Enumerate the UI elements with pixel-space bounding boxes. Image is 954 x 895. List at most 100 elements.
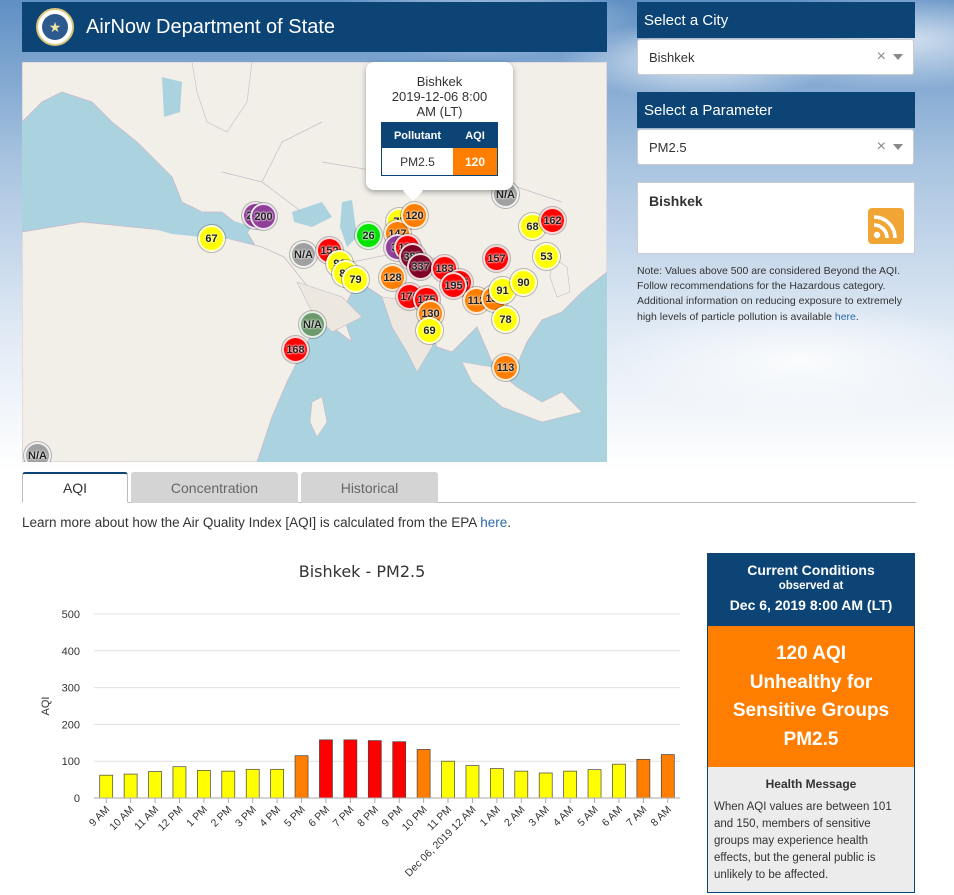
chart-bar <box>245 768 260 799</box>
aqi-category-line2: Sensitive Groups <box>732 700 890 721</box>
chart-bar <box>392 741 407 799</box>
chart-bar <box>465 765 480 799</box>
y-tick-label: 400 <box>62 646 80 658</box>
x-tick-label: 8 PM <box>355 804 381 830</box>
select-parameter-label: Select a Parameter <box>637 92 915 128</box>
map-marker[interactable]: 200 <box>250 203 277 230</box>
map-marker[interactable]: 113 <box>492 354 519 381</box>
chart-bar <box>563 770 577 799</box>
map-marker-bishkek[interactable]: 120 <box>401 202 428 229</box>
select-city-label: Select a City <box>637 2 915 38</box>
map-marker[interactable]: 195 <box>440 272 467 299</box>
chart-bar <box>514 770 529 799</box>
clear-parameter-icon[interactable]: × <box>876 138 886 155</box>
chart-bar <box>343 739 358 799</box>
chart-title: Bishkek - PM2.5 <box>299 562 426 581</box>
current-conditions: Current Conditions observed at Dec 6, 20… <box>707 553 915 893</box>
popup-col-aqi: AQI <box>465 129 485 142</box>
map-marker[interactable]: N/A <box>299 311 326 338</box>
y-axis-label: AQI <box>40 697 52 716</box>
city-select[interactable]: Bishkek × <box>637 39 914 75</box>
x-tick-label: 4 AM <box>551 804 576 829</box>
map-marker[interactable]: 69 <box>416 317 443 344</box>
tab-concentration[interactable]: Concentration <box>131 472 298 503</box>
map-marker[interactable]: 26 <box>355 222 382 249</box>
popup-datetime: 2019-12-06 8:00 <box>391 89 488 104</box>
tab-historical[interactable]: Historical <box>301 472 438 503</box>
aqi-category-line1: Unhealthy for <box>749 671 873 693</box>
map-marker[interactable]: 79 <box>342 266 369 293</box>
popup-col-pollutant: Pollutant <box>393 129 442 142</box>
current-aqi-value: 120 AQI <box>775 643 847 664</box>
map-marker[interactable]: 157 <box>483 245 510 272</box>
map-marker[interactable]: N/A <box>290 241 317 268</box>
current-pollutant: PM2.5 <box>783 728 839 750</box>
x-tick-label: 7 AM <box>624 804 649 829</box>
x-tick-label: 11 AM <box>132 804 161 833</box>
city-select-value: Bishkek <box>649 49 695 65</box>
map-marker[interactable]: 53 <box>533 243 560 270</box>
aqi-note-end: . <box>855 310 859 323</box>
x-tick-label: 2 AM <box>502 804 527 829</box>
chart-bar <box>148 771 162 799</box>
chart-bar <box>416 749 431 799</box>
learn-more-text: Learn more about how the Air Quality Ind… <box>22 515 477 530</box>
map-marker[interactable]: 168 <box>282 336 309 363</box>
popup-table: Pollutant AQI PM2.5 120 <box>381 122 498 176</box>
x-tick-label: 8 AM <box>649 804 674 829</box>
tab-aqi[interactable]: AQI <box>22 472 128 503</box>
learn-more-end: . <box>507 515 512 530</box>
map-marker[interactable]: 128 <box>379 264 406 291</box>
health-message-text: When AQI values are between 101 and 150,… <box>714 801 892 881</box>
x-tick-label: 3 PM <box>233 804 259 830</box>
x-tick-label: 5 PM <box>282 804 308 830</box>
x-tick-label: 1 PM <box>184 804 210 830</box>
chart-bar <box>367 740 382 799</box>
chart-bar <box>197 770 211 799</box>
chart-bar <box>221 770 236 799</box>
observed-datetime: Dec 6, 2019 8:00 AM (LT) <box>729 597 893 613</box>
popup-datetime-suffix: AM (LT) <box>416 104 463 119</box>
chart-bar <box>538 772 553 799</box>
city-info-box: Bishkek <box>637 182 915 254</box>
aqi-note: Note: Values above 500 are considered Be… <box>637 264 917 325</box>
popup-city: Bishkek <box>416 74 463 89</box>
tab-bar: AQI Concentration Historical <box>22 472 916 503</box>
map-marker[interactable]: 162 <box>539 207 566 234</box>
aqi-chart: Bishkek - PM2.5 0 100 200 300 400 500 AQI 9 AM 10… <box>22 552 694 895</box>
popup-aqi-value: 120 <box>453 148 497 175</box>
health-message-title: Health Message <box>765 777 857 791</box>
learn-more-link[interactable]: here <box>480 515 508 530</box>
y-tick-label: 100 <box>62 756 80 768</box>
map-marker[interactable]: 67 <box>198 225 225 252</box>
x-tick-label: 4 PM <box>257 804 283 830</box>
department-seal-icon: ★ <box>36 8 74 46</box>
map-marker[interactable]: 78 <box>492 306 519 333</box>
map-marker[interactable]: 337 <box>407 253 434 280</box>
chart-bar <box>660 754 675 799</box>
clear-city-icon[interactable]: × <box>876 48 886 65</box>
map-marker[interactable]: N/A <box>24 442 51 462</box>
chevron-down-icon[interactable] <box>893 54 903 60</box>
aqi-map[interactable]: 210 200 67 N/A 152 96 85 79 26 77 147 12… <box>22 62 607 462</box>
parameter-select[interactable]: PM2.5 × <box>637 129 914 165</box>
health-message: Health Message When AQI values are betwe… <box>708 767 914 892</box>
site-header: ★ AirNow Department of State <box>22 2 607 52</box>
x-tick-label: 2 PM <box>209 804 235 830</box>
y-tick-label: 300 <box>62 683 80 695</box>
aqi-note-link[interactable]: here <box>834 310 856 323</box>
y-tick-label: 500 <box>62 609 80 621</box>
rss-feed-icon[interactable] <box>868 208 904 244</box>
chevron-down-icon[interactable] <box>893 144 903 150</box>
chart-bar <box>587 769 602 799</box>
observed-at-label: observed at <box>778 580 844 592</box>
chart-bar <box>99 774 114 799</box>
current-conditions-title: Current Conditions <box>747 562 875 578</box>
chart-bar <box>441 760 455 799</box>
chart-bar <box>612 763 626 799</box>
aqi-status-panel: 120 AQI Unhealthy for Sensitive Groups P… <box>708 626 914 767</box>
x-tick-label: 3 AM <box>526 804 551 829</box>
map-marker[interactable]: 90 <box>510 269 537 296</box>
x-tick-label: 6 AM <box>600 804 625 829</box>
